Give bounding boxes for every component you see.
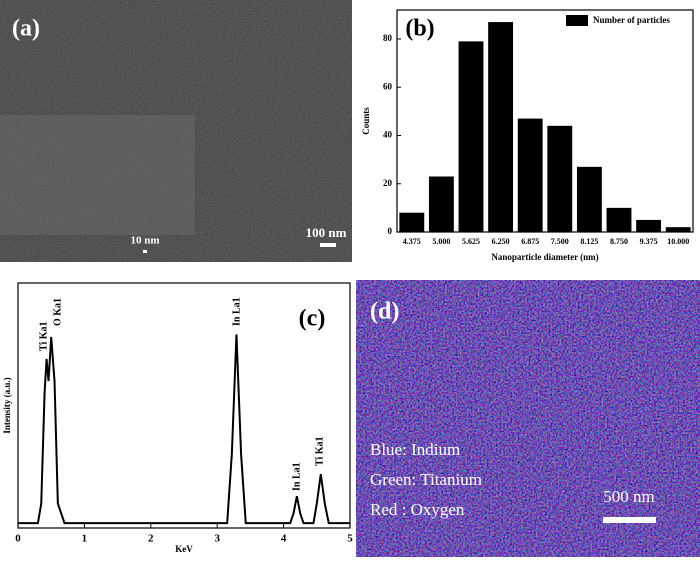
bar [488, 22, 514, 233]
scale-label: 100 nm [306, 225, 347, 240]
legend-text: Red : Oxygen [370, 500, 465, 519]
bar [517, 118, 543, 232]
panel-label: (c) [299, 306, 326, 332]
y-tick-label: 40 [383, 130, 393, 140]
y-axis-title: Intensity (a.u.) [2, 377, 12, 433]
panel-d: (d) Blue: Indium Green: Titanium Red : O… [356, 280, 700, 557]
x-tick-label: 1 [82, 533, 88, 545]
x-tick-label: 5 [347, 533, 353, 545]
sem-inset [0, 115, 195, 235]
panel-a: (a) 10 nm 100 nm [0, 0, 352, 262]
bar [606, 207, 632, 232]
legend-text: Blue: Indium [370, 440, 460, 459]
peak-label: Ti Ka1 [38, 321, 49, 351]
x-axis-title: Nanoparticle diameter (nm) [491, 252, 598, 262]
y-tick-label: 0 [388, 226, 393, 236]
bar [665, 227, 691, 232]
map-texture [356, 280, 700, 557]
bar [576, 166, 602, 232]
x-tick-label: 4.375 [403, 237, 421, 246]
peak-label: In La1 [291, 462, 302, 491]
y-tick-label: 60 [383, 81, 393, 91]
scale-bar [603, 517, 656, 523]
panel-label: (b) [405, 16, 434, 42]
bar [547, 125, 573, 232]
legend-swatch [566, 15, 588, 26]
x-tick-label: 7.500 [551, 237, 569, 246]
panel-label: (d) [370, 299, 399, 325]
x-tick-label: 8.125 [580, 237, 598, 246]
scale-bar [320, 243, 336, 247]
bar [399, 212, 425, 232]
scale-label: 10 nm [130, 235, 159, 247]
plot-frame [396, 9, 694, 233]
x-tick-label: 0 [15, 533, 21, 545]
x-tick-label: 6.875 [521, 237, 539, 246]
y-tick-label: 80 [383, 33, 393, 43]
x-tick-label: 5.625 [462, 237, 480, 246]
sem-texture [0, 0, 352, 262]
legend-text: Green: Titanium [370, 470, 482, 489]
panel-label: (a) [12, 16, 40, 42]
bar [458, 41, 484, 232]
x-tick-label: 10.000 [667, 237, 689, 246]
y-tick-label: 20 [383, 178, 393, 188]
x-tick-label: 8.750 [610, 237, 628, 246]
x-tick-label: 5.000 [432, 237, 450, 246]
bar [636, 219, 662, 232]
x-axis-title: KeV [175, 544, 193, 554]
x-tick-label: 4 [281, 533, 287, 545]
peak-label: Ti Ka1 [314, 436, 325, 466]
x-tick-label: 2 [148, 533, 154, 545]
scale-label: 500 nm [603, 487, 654, 506]
x-tick-label: 3 [214, 533, 220, 545]
plot-frame [17, 282, 351, 529]
spectrum-line [18, 334, 350, 525]
x-tick-label: 9.375 [640, 237, 658, 246]
bar [428, 176, 454, 232]
y-axis-title: Counts [361, 107, 371, 135]
x-tick-label: 6.250 [492, 237, 510, 246]
scale-bar [143, 250, 147, 253]
legend-label: Number of particles [593, 15, 670, 25]
peak-label: In La1 [231, 297, 242, 326]
peak-label: O Ka1 [52, 298, 63, 326]
